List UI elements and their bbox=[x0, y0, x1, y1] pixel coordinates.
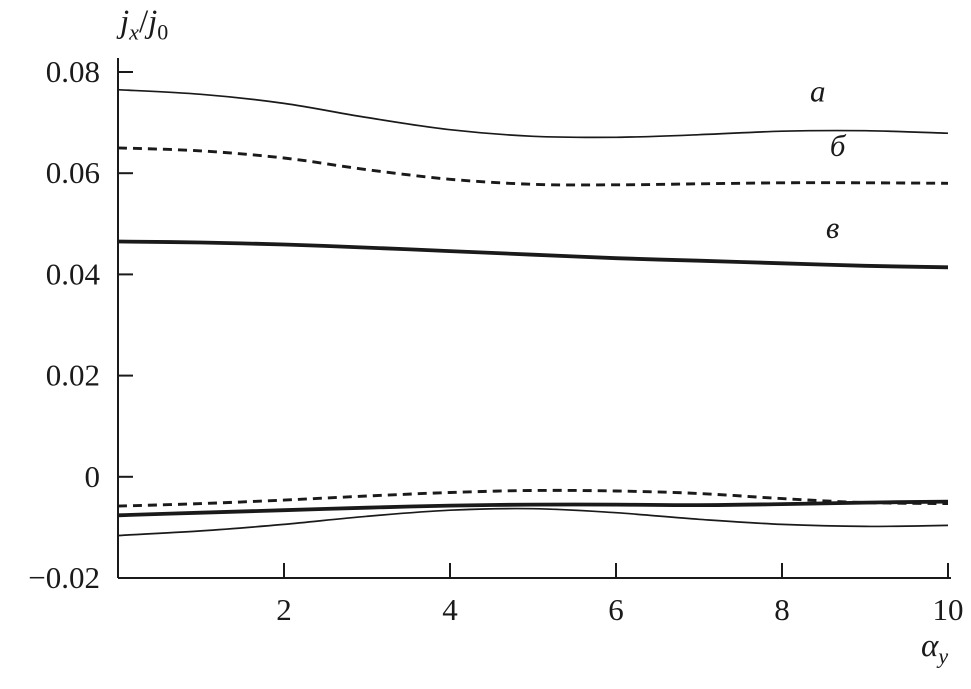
y-axis-title-separator: / bbox=[138, 4, 149, 40]
y-tick-label: 0.02 bbox=[46, 358, 100, 393]
series-a-upper-line bbox=[117, 88, 949, 139]
series-b-upper-line bbox=[117, 146, 949, 187]
x-tick-label: 6 bbox=[608, 592, 624, 627]
x-tick-label: 4 bbox=[442, 592, 458, 627]
curve-label-б: б bbox=[830, 128, 847, 163]
series-v-upper-line bbox=[117, 239, 949, 270]
x-tick-label: 2 bbox=[276, 592, 292, 627]
y-axis-title-var1: j bbox=[120, 4, 130, 40]
x-axis-title: αy bbox=[921, 630, 948, 668]
series-b-lower-line bbox=[117, 488, 949, 508]
x-tick-label: 8 bbox=[774, 592, 790, 627]
y-axis-title-sub2: 0 bbox=[157, 19, 169, 45]
y-tick-label: 0 bbox=[85, 459, 101, 494]
y-tick-label: 0.06 bbox=[46, 155, 100, 190]
y-axis-title: jx/j0 bbox=[120, 6, 168, 44]
series-v-lower-line bbox=[117, 499, 949, 518]
y-tick-label: 0.08 bbox=[46, 54, 100, 89]
y-axis-title-var2: j bbox=[148, 4, 158, 40]
x-tick-label: 10 bbox=[933, 592, 964, 627]
x-axis-title-var: α bbox=[921, 628, 939, 664]
curve-label-a: a bbox=[810, 73, 826, 108]
y-axis-title-sub1: x bbox=[129, 19, 139, 45]
y-tick-label: −0.02 bbox=[28, 560, 100, 595]
curve-label-в: в bbox=[826, 210, 839, 245]
y-tick-label: 0.04 bbox=[46, 256, 101, 291]
series-a-lower-line bbox=[117, 507, 949, 537]
x-axis-title-sub: y bbox=[938, 643, 949, 669]
